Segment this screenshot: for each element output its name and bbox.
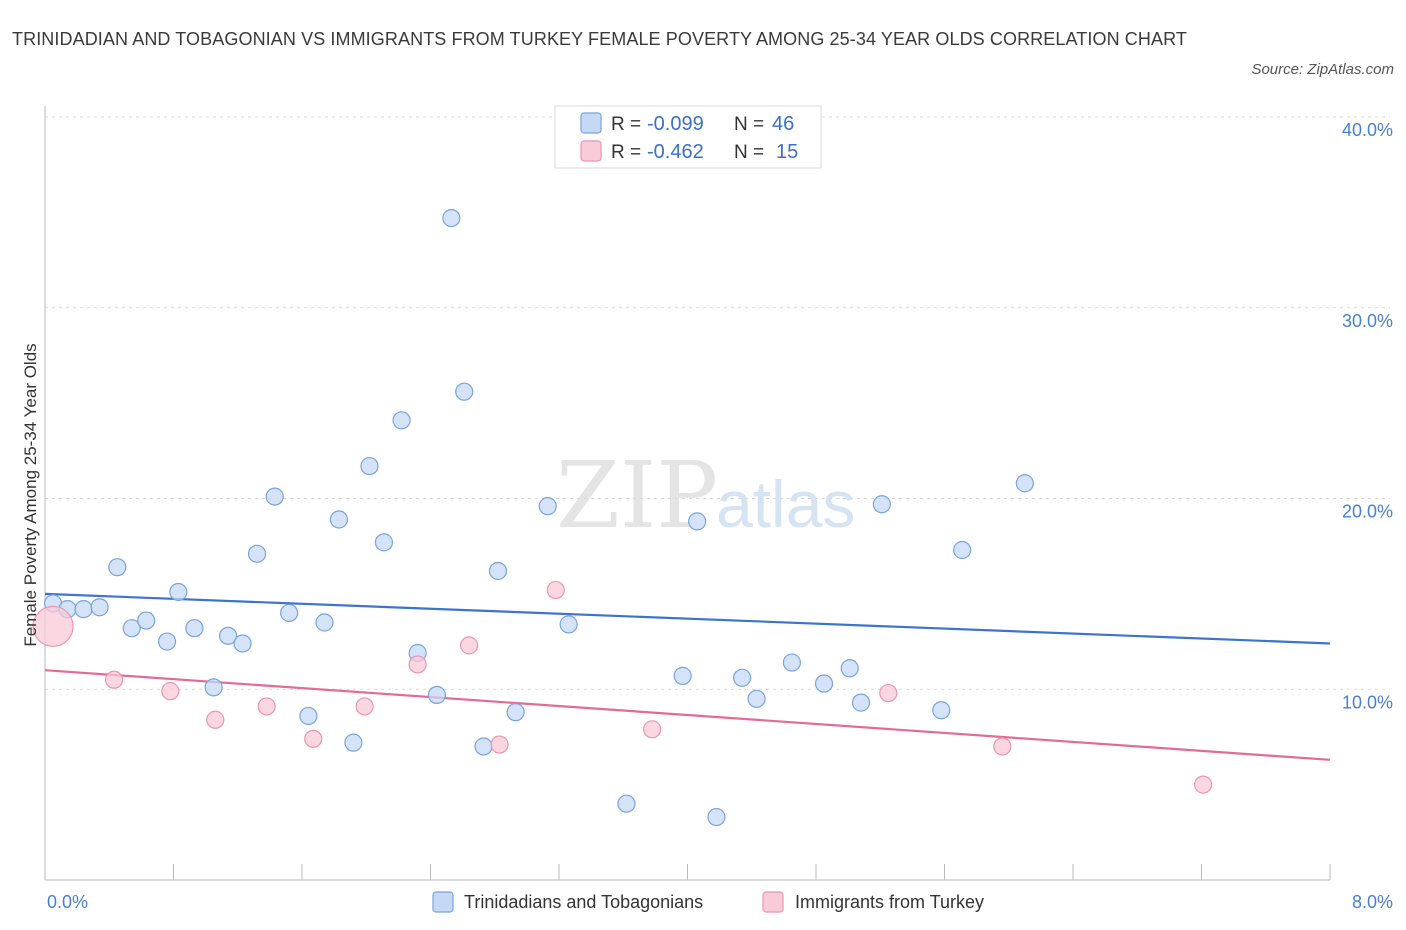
trend-lines [44,592,1331,761]
series-legend: Trinidadians and Tobagonians Immigrants … [432,891,984,913]
point-trinidadian [673,666,692,685]
point-trinidadian [233,634,252,653]
watermark-zip: ZIP [556,442,718,549]
legend-n-label-pink: N = [734,142,764,163]
point-turkey [879,683,898,703]
point-trinidadian [344,733,363,752]
legend-n-label-blue: N = [734,114,764,135]
point-turkey [104,670,124,689]
legend-n-value-pink: 15 [776,141,798,163]
point-turkey [408,655,427,674]
point-trinidadian [329,510,349,529]
point-turkey [643,720,662,739]
point-trinidadian [1015,474,1034,493]
point-trinidadian [185,619,204,638]
point-turkey [32,605,74,647]
point-trinidadian [747,689,766,708]
point-trinidadian [90,598,109,617]
point-trinidadian [392,411,411,430]
y-axis-label: Female Poverty Among 25-34 Year Olds [21,343,40,646]
y-tick-label: 40.0% [1342,120,1393,140]
point-trinidadian [506,703,525,722]
data-points [32,208,1213,827]
tick-labels: 10.0% 20.0% 30.0% 40.0% 0.0% 8.0% [47,120,1393,912]
series-swatch-blue [432,891,454,913]
series-label-blue: Trinidadians and Tobagonians [464,892,703,912]
point-trinidadian [707,807,726,827]
point-turkey [459,636,479,655]
legend-r-label-pink: R = [611,142,641,163]
legend-r-value-pink: -0.462 [647,141,704,163]
point-trinidadian [814,674,834,693]
watermark-atlas: atlas [716,467,855,541]
legend-swatch-blue [580,112,602,134]
point-trinidadian [474,737,493,756]
point-trinidadian [374,533,394,552]
point-turkey [257,697,276,716]
legend-n-value-blue: 46 [772,113,794,135]
point-trinidadian [953,540,972,560]
point-turkey [355,697,374,716]
x-tick-label: 8.0% [1352,892,1393,912]
point-trinidadian [840,659,859,678]
point-trinidadian [74,600,93,619]
point-trinidadian [688,512,707,531]
point-turkey [546,580,565,600]
point-trinidadian [442,208,461,228]
point-turkey [161,682,180,701]
point-trinidadian [872,495,891,514]
series-label-pink: Immigrants from Turkey [795,892,984,912]
point-trinidadian [427,685,447,705]
gridlines [45,116,1390,690]
trend-line-trinidadian [44,592,1331,645]
trend-line-turkey [44,669,1331,761]
legend-r-label-blue: R = [611,114,641,135]
point-turkey [206,710,225,729]
x-tick-label: 0.0% [47,892,88,912]
point-turkey [1194,775,1213,794]
correlation-legend: R = -0.099 N = 46 R = -0.462 N = 15 [554,105,822,169]
point-trinidadian [733,668,752,687]
chart-title: TRINIDADIAN AND TOBAGONIAN VS IMMIGRANTS… [12,29,1187,49]
point-trinidadian [617,794,636,813]
point-trinidadian [108,558,127,577]
point-trinidadian [932,701,951,720]
point-turkey [490,735,509,754]
y-tick-label: 20.0% [1342,502,1393,522]
axes [44,106,1331,881]
point-trinidadian [360,456,379,476]
chart-source: Source: ZipAtlas.com [1251,61,1394,78]
point-trinidadian [538,497,557,516]
series-swatch-pink [762,891,784,913]
point-trinidadian [280,603,299,623]
point-trinidadian [315,613,334,632]
y-tick-label: 30.0% [1342,311,1393,331]
point-trinidadian [265,487,284,506]
point-turkey [304,729,323,748]
point-trinidadian [455,382,474,401]
point-trinidadian [157,632,177,651]
point-trinidadian [488,561,508,581]
y-tick-label: 10.0% [1342,692,1393,712]
point-trinidadian [169,582,188,602]
point-trinidadian [851,693,871,712]
point-trinidadian [137,611,156,630]
legend-r-value-blue: -0.099 [647,113,704,135]
point-trinidadian [782,653,802,672]
point-trinidadian [299,706,318,726]
point-trinidadian [219,626,238,645]
point-turkey [993,737,1012,756]
point-trinidadian [247,544,267,563]
point-trinidadian [204,678,223,697]
point-trinidadian [559,615,578,634]
point-trinidadian [122,619,141,638]
legend-swatch-pink [580,140,602,162]
